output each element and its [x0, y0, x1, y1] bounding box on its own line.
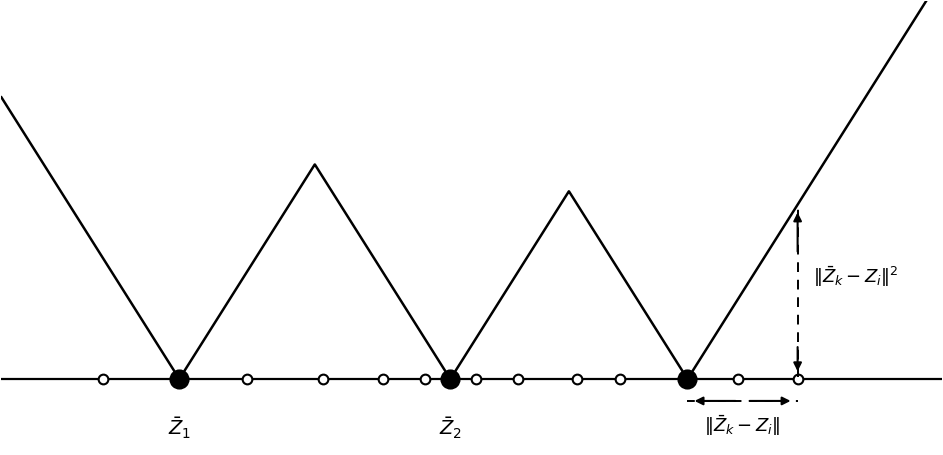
Text: $\|\bar{Z}_k - Z_i\|^2$: $\|\bar{Z}_k - Z_i\|^2$ [813, 265, 899, 289]
Text: $\bar{Z}_1$: $\bar{Z}_1$ [168, 416, 190, 441]
Text: $\bar{Z}_2$: $\bar{Z}_2$ [438, 416, 462, 441]
Text: $\|\bar{Z}_k - Z_i\|$: $\|\bar{Z}_k - Z_i\|$ [704, 414, 781, 439]
